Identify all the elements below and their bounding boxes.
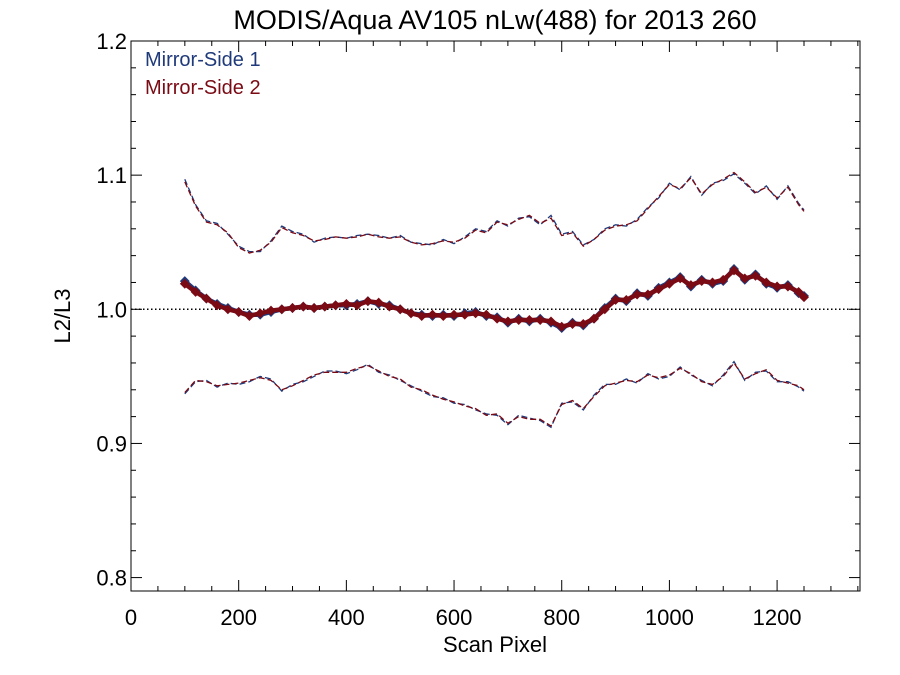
series-points-2 — [179, 265, 809, 332]
x-tick-label: 1200 — [753, 605, 802, 630]
y-tick-label: 0.9 — [96, 431, 127, 456]
x-tick-label: 400 — [328, 605, 365, 630]
y-tick-label: 1.1 — [96, 163, 127, 188]
legend: Mirror-Side 1 Mirror-Side 2 — [145, 49, 261, 99]
y-tick-label: 1.2 — [96, 29, 127, 54]
series-trace — [183, 268, 806, 329]
x-tick-label: 200 — [220, 605, 257, 630]
series-line-1 — [184, 171, 805, 254]
plot-frame — [130, 40, 861, 592]
y-axis-label: L2/L3 — [50, 288, 75, 343]
plot-area — [131, 171, 860, 429]
series-line-2 — [184, 360, 805, 429]
chart-title: MODIS/Aqua AV105 nLw(488) for 2013 260 — [233, 5, 756, 35]
x-tick-label: 600 — [436, 605, 473, 630]
x-tick-label: 1000 — [645, 605, 694, 630]
axis-ticks — [130, 40, 860, 591]
legend-entry: Mirror-Side 2 — [145, 77, 261, 99]
legend-entry: Mirror-Side 1 — [145, 49, 261, 71]
y-tick-label: 0.8 — [96, 566, 127, 591]
series-line-3 — [184, 361, 805, 427]
x-tick-labels: 0 200 400 600 800 1000 1200 — [125, 605, 802, 630]
x-tick-label: 800 — [543, 605, 580, 630]
x-tick-label: 0 — [125, 605, 137, 630]
x-axis-label: Scan Pixel — [443, 632, 547, 657]
y-tick-label: 1.0 — [96, 297, 127, 322]
y-tick-labels: 0.8 0.9 1.0 1.1 1.2 — [96, 29, 127, 591]
series-points-1 — [179, 264, 809, 334]
